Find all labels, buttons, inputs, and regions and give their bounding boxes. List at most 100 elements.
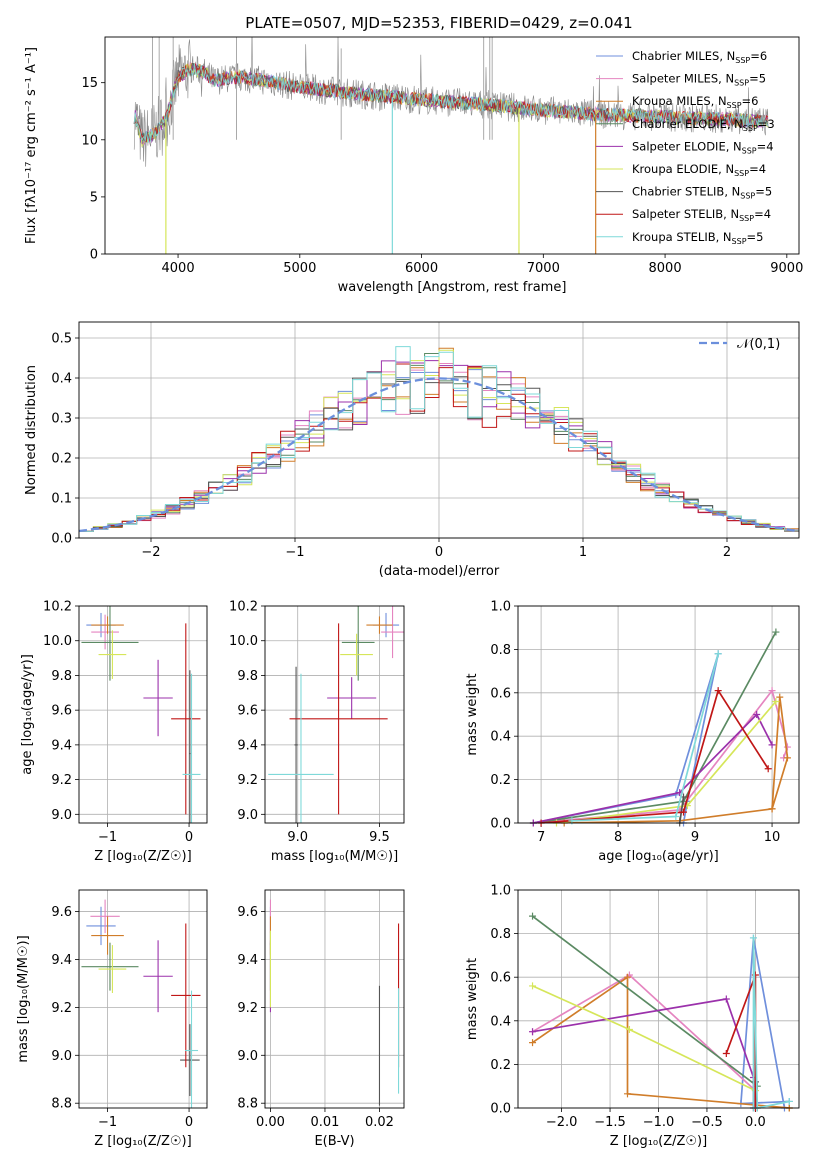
legend-entry: Salpeter ELODIE, NSSP=4 bbox=[632, 139, 774, 155]
y-tick-label: 8.8 bbox=[237, 1097, 258, 1112]
figure-title: PLATE=0507, MJD=52353, FIBERID=0429, z=0… bbox=[245, 14, 632, 32]
y-tick-label: 0.1 bbox=[51, 492, 72, 507]
y-tick-label: 10.0 bbox=[229, 634, 258, 649]
panel-spectrum: 4000 5000 6000 7000 8000 9000 0 5 10 15 wavelength… bbox=[24, 36, 803, 295]
weight-line bbox=[532, 998, 755, 1108]
axes-frame bbox=[264, 889, 405, 1109]
model-fit-line bbox=[133, 63, 768, 143]
panel-weight-vs-age: 7 8 9 10 0.0 0.2 0.4 0.6 0.8 1.0 age [log₁₀(age/yr… bbox=[465, 600, 800, 864]
x-tick-label: 8000 bbox=[649, 261, 682, 276]
axes-frame bbox=[78, 889, 208, 1109]
x-tick-label: 0 bbox=[435, 545, 443, 560]
x-tick-label: −1 bbox=[285, 545, 304, 560]
x-tick-label: −1.5 bbox=[594, 1115, 626, 1130]
x-tick-label: 10 bbox=[764, 830, 781, 845]
y-tick-label: 0.2 bbox=[51, 452, 72, 467]
x-tick-label: 0.01 bbox=[310, 1115, 339, 1130]
x-tick-label: 5000 bbox=[283, 261, 316, 276]
y-tick-label: 9.2 bbox=[51, 1001, 72, 1016]
x-tick-label: 7 bbox=[537, 830, 545, 845]
weight-line bbox=[533, 713, 773, 823]
x-tick-label: 1 bbox=[579, 545, 587, 560]
weight-marker bbox=[672, 812, 680, 820]
weight-marker bbox=[772, 628, 780, 636]
y-tick-label: 10.0 bbox=[43, 634, 72, 649]
weight-marker bbox=[768, 687, 776, 695]
legend-entry: Chabrier STELIB, NSSP=5 bbox=[632, 185, 772, 201]
y-tick-label: 0.2 bbox=[490, 1058, 511, 1073]
weight-marker bbox=[529, 1039, 537, 1047]
axes-frame bbox=[517, 605, 800, 824]
y-tick-label: 9.0 bbox=[51, 1049, 72, 1064]
y-axis-label: mass [log₁₀(M/M☉)] bbox=[16, 935, 31, 1062]
y-axis-label: Normed distribution bbox=[24, 365, 39, 495]
x-axis-label: E(B-V) bbox=[314, 1134, 354, 1149]
weight-line bbox=[532, 973, 757, 1108]
weight-line bbox=[533, 631, 777, 823]
weight-line bbox=[739, 937, 790, 1108]
legend-entry: Kroupa STELIB, NSSP=5 bbox=[632, 230, 763, 246]
y-tick-label: 0.4 bbox=[51, 372, 72, 387]
y-tick-label: 9.0 bbox=[237, 1049, 258, 1064]
x-tick-label: 9 bbox=[691, 830, 699, 845]
y-tick-label: 0.5 bbox=[51, 332, 72, 347]
y-tick-label: 0.0 bbox=[490, 1102, 511, 1117]
weight-line bbox=[532, 985, 756, 1092]
x-tick-label: 4000 bbox=[162, 261, 195, 276]
weight-marker bbox=[529, 912, 537, 920]
y-axis-label: Flux [fλ10⁻¹⁷ erg cm⁻² s⁻¹ A⁻¹] bbox=[24, 47, 39, 244]
weight-marker bbox=[772, 697, 780, 705]
y-tick-label: 0.6 bbox=[490, 686, 511, 701]
legend-entry: Kroupa MILES, NSSP=6 bbox=[632, 94, 758, 110]
axes-frame bbox=[104, 36, 800, 255]
x-axis-label: Z [log₁₀(Z/Z☉)] bbox=[94, 849, 191, 864]
x-tick-label: 9000 bbox=[770, 261, 803, 276]
legend-entry: Kroupa ELODIE, NSSP=4 bbox=[632, 162, 766, 178]
x-tick-label: 2 bbox=[723, 545, 731, 560]
legend-entry: Chabrier ELODIE, NSSP=3 bbox=[632, 117, 775, 133]
y-tick-label: 9.4 bbox=[237, 953, 258, 968]
weight-line bbox=[533, 653, 720, 823]
y-tick-label: 0.3 bbox=[51, 412, 72, 427]
normal-curve bbox=[79, 377, 799, 533]
y-tick-label: 0 bbox=[90, 248, 98, 263]
y-tick-label: 0.6 bbox=[490, 971, 511, 986]
panel-weight-vs-Z: −2.0 −1.5 −1.0 −0.5 0.0 0.0 0.2 0.4 0.6 0.8 1.0 Z [… bbox=[465, 884, 800, 1149]
y-tick-label: 10 bbox=[81, 133, 98, 148]
weight-marker bbox=[783, 754, 791, 762]
weight-line bbox=[541, 688, 769, 823]
weight-line bbox=[533, 688, 789, 823]
y-tick-label: 0.2 bbox=[490, 773, 511, 788]
weight-marker bbox=[753, 711, 761, 718]
weight-line bbox=[564, 696, 789, 823]
y-tick-label: 0.8 bbox=[490, 927, 511, 942]
x-tick-label: 9.5 bbox=[369, 830, 390, 845]
histogram-step bbox=[79, 363, 799, 532]
weight-marker bbox=[749, 934, 757, 942]
y-tick-label: 9.6 bbox=[237, 704, 258, 719]
x-tick-label: −0.5 bbox=[691, 1115, 723, 1130]
axes-frame bbox=[517, 889, 800, 1109]
panel-mass-vs-Z: −1 0 8.8 9.0 9.2 9.4 9.6 Z [log₁₀(Z/Z☉)] mass [l… bbox=[16, 889, 208, 1149]
x-axis-label: Z [log₁₀(Z/Z☉)] bbox=[610, 1134, 707, 1149]
y-tick-label: 9.2 bbox=[237, 1001, 258, 1016]
histogram-step bbox=[79, 346, 799, 532]
y-tick-label: 9.6 bbox=[51, 905, 72, 920]
x-tick-label: 0.02 bbox=[365, 1115, 394, 1130]
panel-mass-vs-ebv: 0.00 0.01 0.02 8.8 9.0 9.2 9.4 9.6 E(B-V) bbox=[237, 889, 405, 1149]
y-tick-label: 10.2 bbox=[229, 600, 258, 615]
weight-marker bbox=[623, 1090, 631, 1098]
x-tick-label: 9.0 bbox=[287, 830, 308, 845]
weight-line bbox=[532, 975, 790, 1108]
y-axis-label: mass weight bbox=[465, 958, 480, 1040]
y-tick-label: 9.4 bbox=[51, 738, 72, 753]
weight-marker bbox=[529, 982, 537, 990]
weight-marker bbox=[776, 693, 784, 701]
y-tick-label: 9.4 bbox=[51, 953, 72, 968]
x-tick-label: 0 bbox=[185, 830, 193, 845]
x-tick-label: 8 bbox=[614, 830, 622, 845]
y-tick-label: 1.0 bbox=[490, 884, 511, 899]
axes-frame bbox=[78, 321, 800, 539]
y-axis-label: mass weight bbox=[465, 673, 480, 755]
